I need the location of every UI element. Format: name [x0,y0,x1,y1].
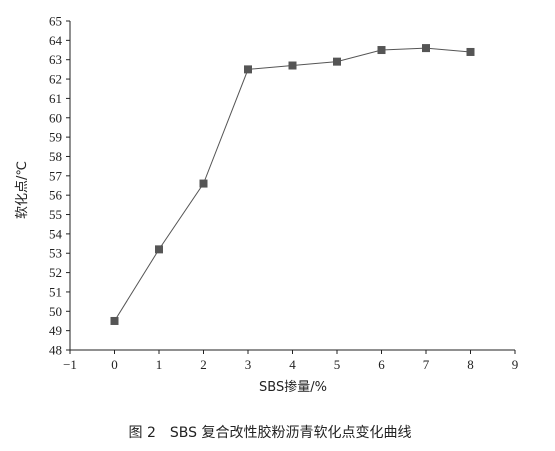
y-tick-label: 64 [49,33,63,48]
data-point [377,46,386,55]
y-axis-label: 软化点/℃ [15,161,30,219]
y-tick-label: 65 [49,14,62,29]
data-point [288,61,297,70]
y-tick-label: 58 [49,149,62,164]
y-tick-label: 50 [49,304,62,319]
y-tick-label: 53 [49,246,62,261]
y-tick-label: 56 [49,188,63,203]
data-point [199,179,208,188]
figure-caption: 图 2 SBS 复合改性胶粉沥青软化点变化曲线 [129,424,412,441]
y-tick-label: 63 [49,52,62,67]
x-ticks: −1 0 1 2 3 4 5 6 7 8 9 [63,350,518,372]
x-tick-label: 3 [245,357,252,372]
y-ticks: 48 49 50 51 52 53 54 55 56 57 58 59 60 61 62 63 64 65 [49,14,70,358]
x-tick-label: 5 [334,357,341,372]
series-line [114,47,471,322]
x-tick-label: 4 [289,357,296,372]
axes [69,21,515,351]
series [110,44,475,325]
y-tick-label: 52 [49,265,62,280]
y-tick-label: 48 [49,343,62,358]
y-tick-label: 61 [49,91,62,106]
y-tick-label: 54 [49,226,63,241]
x-tick-label: 0 [111,357,118,372]
x-axis-label: SBS掺量/% [259,379,327,395]
x-tick-label: 2 [200,357,207,372]
y-tick-label: 59 [49,130,62,145]
data-point [333,57,341,66]
x-tick-label: 9 [512,357,519,372]
x-tick-label: 7 [423,357,430,372]
x-tick-label: 8 [467,357,474,372]
y-tick-label: 60 [49,110,62,125]
x-tick-label: 1 [156,357,163,372]
y-tick-label: 55 [49,207,62,222]
data-point [466,47,475,56]
data-point [155,245,163,254]
data-point [422,44,430,53]
y-tick-label: 57 [49,168,63,183]
data-point [244,65,252,74]
x-tick-label: 6 [378,357,385,372]
data-point [110,316,119,325]
y-tick-label: 62 [49,72,62,87]
x-tick-label: −1 [63,357,77,372]
y-tick-label: 49 [49,323,62,338]
y-tick-label: 51 [49,284,62,299]
